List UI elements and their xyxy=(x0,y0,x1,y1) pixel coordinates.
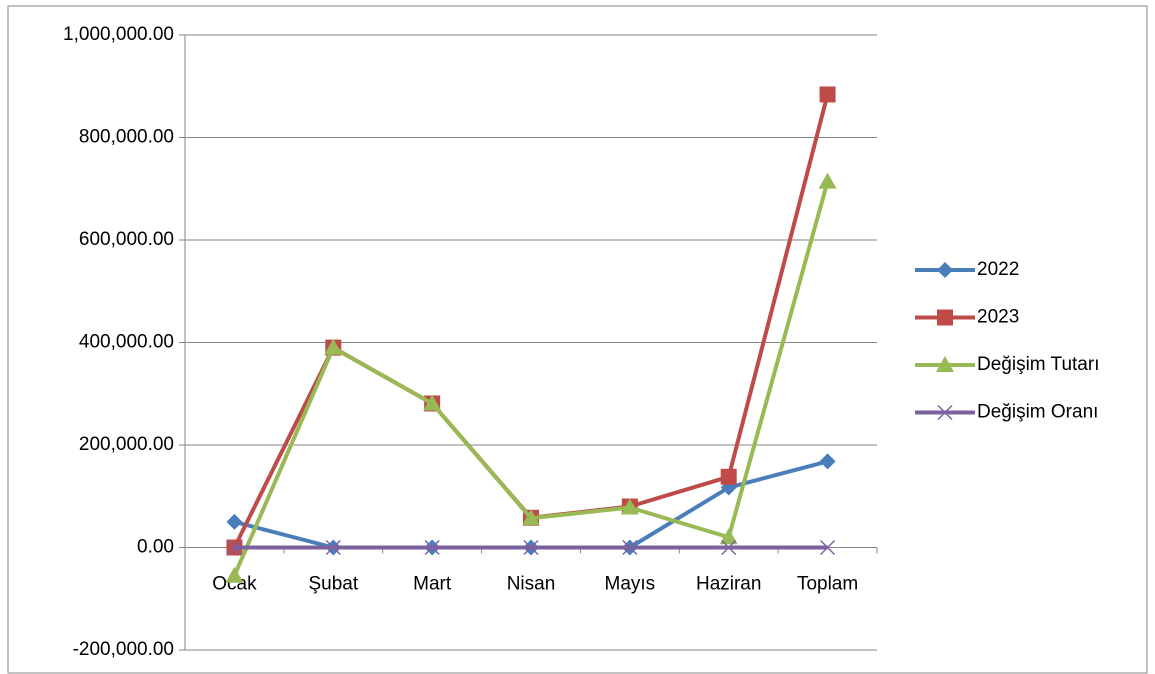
x-tick-label: Mart xyxy=(413,574,452,595)
marker xyxy=(423,394,442,411)
y-tick-label: 400,000.00 xyxy=(79,332,174,353)
x-tick-label: Haziran xyxy=(696,574,761,595)
marker xyxy=(523,539,539,556)
chart-border xyxy=(7,5,1148,674)
marker xyxy=(937,404,953,421)
marker xyxy=(818,172,837,189)
marker xyxy=(820,539,836,556)
y-tick-label: 600,000.00 xyxy=(79,229,174,250)
marker xyxy=(936,356,954,372)
legend-label: 2022 xyxy=(977,259,1019,280)
marker xyxy=(324,338,343,355)
x-tick-label: Toplam xyxy=(797,574,858,595)
x-tick-label: Nisan xyxy=(507,574,556,595)
legend-label: Değişim Oranı xyxy=(977,402,1098,423)
y-tick-label: 800,000.00 xyxy=(79,127,174,148)
marker xyxy=(620,498,639,515)
marker xyxy=(225,566,244,583)
marker xyxy=(226,539,242,556)
marker xyxy=(719,528,738,545)
y-tick-label: 1,000,000.00 xyxy=(63,24,174,45)
marker xyxy=(819,453,836,470)
y-tick-label: 200,000.00 xyxy=(79,434,174,455)
y-tick-label: 0.00 xyxy=(137,537,174,558)
marker xyxy=(522,509,540,526)
marker xyxy=(622,539,638,556)
marker xyxy=(226,513,243,530)
x-tick-label: Ocak xyxy=(212,574,257,595)
marker xyxy=(424,539,440,556)
x-tick-label: Şubat xyxy=(308,574,358,595)
marker xyxy=(819,86,836,103)
x-tick-label: Mayıs xyxy=(605,574,656,595)
marker xyxy=(937,262,953,278)
legend-label: Değişim Tutarı xyxy=(977,354,1099,375)
legend-label: 2023 xyxy=(977,307,1019,328)
marker xyxy=(721,539,737,556)
marker xyxy=(325,539,341,556)
y-tick-label: -200,000.00 xyxy=(73,639,174,660)
marker xyxy=(720,468,737,485)
marker xyxy=(937,309,953,326)
